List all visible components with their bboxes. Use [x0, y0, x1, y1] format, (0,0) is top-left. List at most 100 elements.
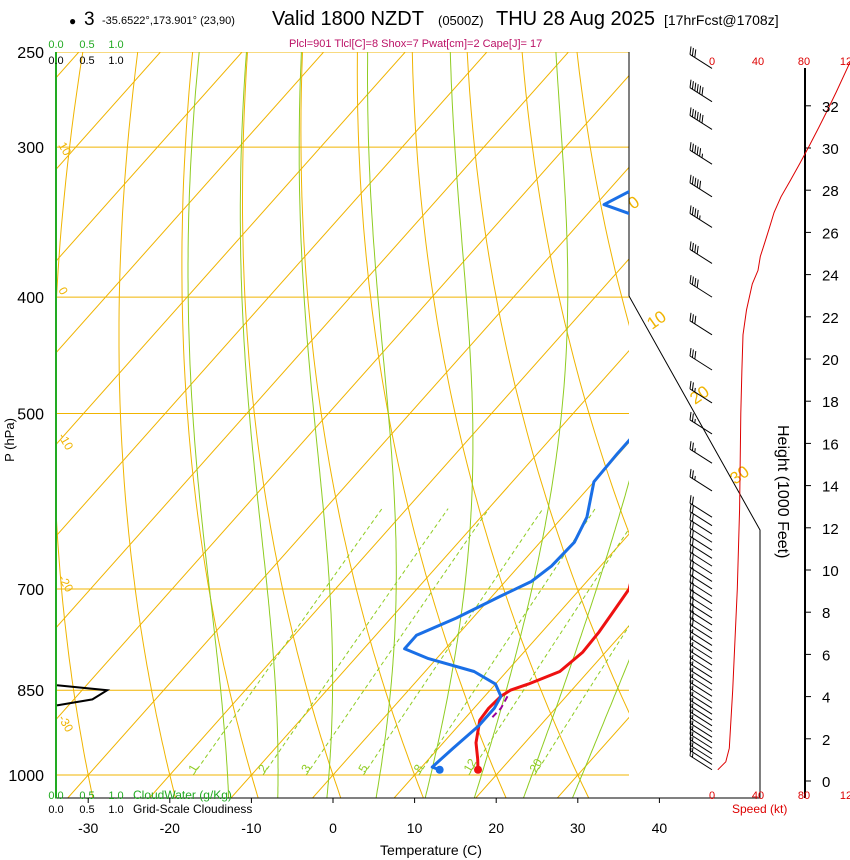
wind-barb-staff — [689, 355, 713, 371]
wind-barb — [689, 441, 713, 464]
height-axis-label: Height (1000 Feet) — [774, 425, 791, 558]
wind-barb-staff — [689, 567, 713, 582]
wind-barb-staff — [689, 637, 713, 653]
wind-barb-feather — [691, 143, 694, 152]
wind-barb-feather — [689, 686, 692, 695]
wind-barb-staff — [689, 650, 713, 666]
wind-barb-feather — [689, 528, 692, 537]
cloudwater-bottom-tick: 0.5 — [79, 790, 94, 802]
wind-barb-feather — [691, 513, 694, 522]
wind-barb-staff — [689, 675, 713, 691]
wind-barb-staff — [689, 744, 713, 760]
wind-barb-feather — [689, 747, 692, 756]
wind-barb-staff — [689, 722, 713, 738]
wind-barb-staff — [689, 54, 713, 69]
wind-barb — [689, 655, 713, 679]
moist-adiabat-line — [239, 52, 279, 798]
wind-barb-staff — [689, 750, 713, 765]
mixing-ratio-label: 1 — [185, 762, 201, 775]
wind-barb-half — [691, 737, 694, 742]
wind-barb-feather — [689, 643, 692, 652]
wind-barb-half — [691, 635, 694, 640]
wind-barb-feather — [699, 180, 702, 189]
dry-adiabat-line — [411, 52, 590, 798]
wind-barb-feather — [691, 47, 694, 56]
isotherm-line — [230, 349, 629, 798]
wind-barb-feather — [694, 82, 697, 91]
moist-adiabat-line — [424, 52, 474, 798]
wind-barb — [689, 511, 713, 535]
wind-barb-feather — [689, 655, 692, 664]
wind-barb — [689, 742, 713, 765]
wind-barb-half — [694, 475, 696, 480]
mixing-ratio-label: 2 — [255, 762, 271, 775]
height-tick-label: 12 — [822, 521, 839, 538]
height-tick-label: 24 — [822, 268, 839, 285]
moist-adiabat-line — [571, 659, 629, 798]
wind-barb — [689, 312, 713, 336]
isotherm-label-right: 0 — [624, 192, 643, 213]
wind-barb-feather — [689, 46, 692, 55]
height-tick-label: 30 — [822, 141, 839, 158]
wind-barb-staff — [689, 559, 713, 575]
wind-barb — [689, 731, 713, 755]
wind-barb-half — [691, 747, 694, 753]
dry-adiabat-line — [846, 31, 850, 801]
wind-barb-staff — [689, 617, 713, 633]
speed-bottom-tick: 12 — [840, 790, 850, 802]
cloudwater-bottom-tick: 1.0 — [108, 790, 123, 802]
wind-barb-feather — [689, 680, 692, 689]
station-location: -35.6522°,173.901° (23,90) — [102, 15, 235, 27]
wind-barb-staff — [689, 149, 713, 165]
wind-barb — [689, 347, 713, 371]
wind-barb-feather — [691, 545, 694, 554]
wind-barb-staff — [689, 511, 713, 527]
wind-barb-feather — [691, 470, 694, 479]
wind-barb-staff — [689, 755, 713, 771]
wind-barb-feather — [689, 715, 692, 724]
wind-barb-feather — [689, 142, 692, 151]
mixing-ratio-line — [305, 508, 490, 776]
cloudwater-top-tick: 1.0 — [108, 39, 123, 51]
wind-barb — [689, 680, 713, 703]
wind-barb-half — [691, 679, 694, 684]
dry-adiabat-line — [300, 52, 424, 798]
cloudwater-profile-line — [56, 684, 111, 707]
speed-axis-label: Speed (kt) — [732, 802, 787, 816]
wind-barb-half — [691, 709, 694, 714]
speed-top-tick: 80 — [798, 56, 810, 68]
wind-barb-feather — [691, 314, 694, 323]
speed-bottom-tick: 40 — [752, 790, 764, 802]
speed-top-tick: 40 — [752, 56, 764, 68]
height-tick-label: 28 — [822, 183, 839, 200]
isotherm-line — [475, 625, 629, 798]
isotherm-line — [57, 52, 570, 628]
wind-barb-half — [694, 448, 696, 453]
wind-barb — [689, 174, 713, 198]
wind-barb-staff — [689, 519, 713, 535]
wind-barb-staff — [689, 644, 713, 660]
wind-barb-half — [691, 667, 694, 672]
wind-barb-staff — [689, 448, 713, 464]
wind-barb-staff — [689, 711, 713, 727]
height-tick-label: 8 — [822, 605, 830, 622]
height-tick-label: 2 — [822, 732, 830, 749]
isotherm-label: 10 — [55, 140, 74, 159]
wind-barb-feather — [691, 242, 694, 252]
wind-barb-staff — [689, 543, 713, 559]
mixing-ratio-label: 5 — [355, 762, 371, 775]
station-number: 3 — [84, 9, 95, 30]
wind-barb-feather — [689, 697, 692, 707]
wind-barb-feather — [691, 537, 694, 546]
wind-barb — [689, 720, 713, 744]
series-line-dewpoint — [403, 189, 629, 772]
wind-barb-feather — [689, 107, 692, 116]
wind-barb — [689, 715, 713, 738]
isotherm-line — [311, 441, 629, 798]
wind-barb-half — [699, 215, 701, 220]
wind-barb-feather — [691, 442, 694, 451]
x-axis-label: Temperature (C) — [380, 842, 482, 858]
x-tick-label: 30 — [570, 820, 586, 836]
wind-barb-feather — [691, 276, 694, 285]
wind-barb-staff — [689, 630, 713, 646]
